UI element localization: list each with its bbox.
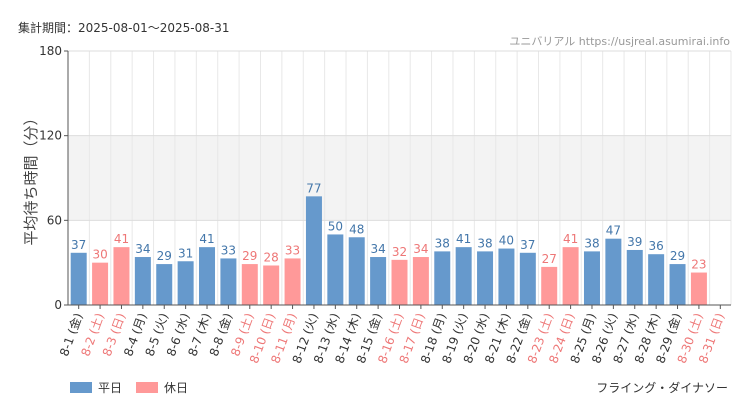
bar xyxy=(669,264,686,305)
data-label: 31 xyxy=(178,246,193,260)
bar xyxy=(70,252,87,305)
bar xyxy=(241,264,258,305)
bar xyxy=(498,248,515,305)
bar xyxy=(327,234,344,305)
attraction-name: フライング・ダイナソー xyxy=(596,381,728,395)
data-label: 34 xyxy=(413,242,428,256)
bar xyxy=(648,254,665,305)
bar xyxy=(562,247,579,305)
legend: 平日 休日 xyxy=(70,379,188,396)
data-label: 41 xyxy=(563,232,578,246)
bar xyxy=(199,247,216,305)
bar xyxy=(626,249,643,305)
data-label: 29 xyxy=(242,249,257,263)
legend-swatch-holiday xyxy=(136,382,159,393)
y-axis-label: 平均待ち時間（分） xyxy=(22,110,40,245)
data-label: 41 xyxy=(456,232,471,246)
data-label: 41 xyxy=(114,232,129,246)
data-label: 48 xyxy=(349,222,364,236)
bar xyxy=(391,259,408,305)
bar xyxy=(284,258,301,305)
bar xyxy=(477,251,494,305)
data-label: 77 xyxy=(306,181,321,195)
data-label: 37 xyxy=(71,238,86,252)
data-label: 41 xyxy=(199,232,214,246)
data-label: 23 xyxy=(691,258,706,272)
bar xyxy=(348,237,365,305)
data-label: 40 xyxy=(499,234,514,248)
bar xyxy=(177,261,194,305)
legend-item-weekday: 平日 xyxy=(70,379,122,396)
data-label: 33 xyxy=(285,243,300,257)
data-label: 30 xyxy=(92,248,107,262)
data-label: 37 xyxy=(520,238,535,252)
data-label: 38 xyxy=(584,236,599,250)
y-tick-label: 180 xyxy=(39,44,62,58)
bar xyxy=(156,264,173,305)
bar xyxy=(541,266,558,305)
period-label: 集計期間：2025-08-01～2025-08-31 xyxy=(18,21,230,35)
bar xyxy=(134,257,151,305)
data-label: 47 xyxy=(606,224,621,238)
bar xyxy=(434,251,451,305)
data-label: 34 xyxy=(370,242,385,256)
bar xyxy=(455,247,472,305)
bar xyxy=(92,262,109,305)
bar xyxy=(113,247,130,305)
shaded-band xyxy=(68,135,731,221)
legend-label-weekday: 平日 xyxy=(98,381,123,395)
bar xyxy=(605,238,622,305)
bar xyxy=(220,258,237,305)
data-label: 29 xyxy=(157,249,172,263)
bar xyxy=(583,251,600,305)
data-label: 33 xyxy=(221,243,236,257)
data-label: 29 xyxy=(670,249,685,263)
data-label: 32 xyxy=(392,245,407,259)
data-label: 38 xyxy=(477,236,492,250)
bar xyxy=(519,252,536,305)
bar xyxy=(305,196,322,305)
bar xyxy=(690,272,707,305)
data-label: 27 xyxy=(542,252,557,266)
data-label: 28 xyxy=(264,250,279,264)
legend-label-holiday: 休日 xyxy=(164,381,189,395)
y-tick-label: 0 xyxy=(54,298,62,312)
legend-swatch-weekday xyxy=(70,382,92,393)
data-label: 36 xyxy=(649,239,664,253)
data-label: 38 xyxy=(435,236,450,250)
bar xyxy=(263,265,280,305)
legend-item-holiday: 休日 xyxy=(136,379,188,396)
data-label: 39 xyxy=(627,235,642,249)
data-label: 50 xyxy=(328,219,343,233)
y-tick-label: 120 xyxy=(39,129,62,143)
data-label: 34 xyxy=(135,242,150,256)
bar xyxy=(370,257,387,305)
y-tick-label: 60 xyxy=(47,213,62,227)
bar xyxy=(412,257,429,305)
source-label: ユニバリアル https://usjreal.asumirai.info xyxy=(509,35,730,48)
